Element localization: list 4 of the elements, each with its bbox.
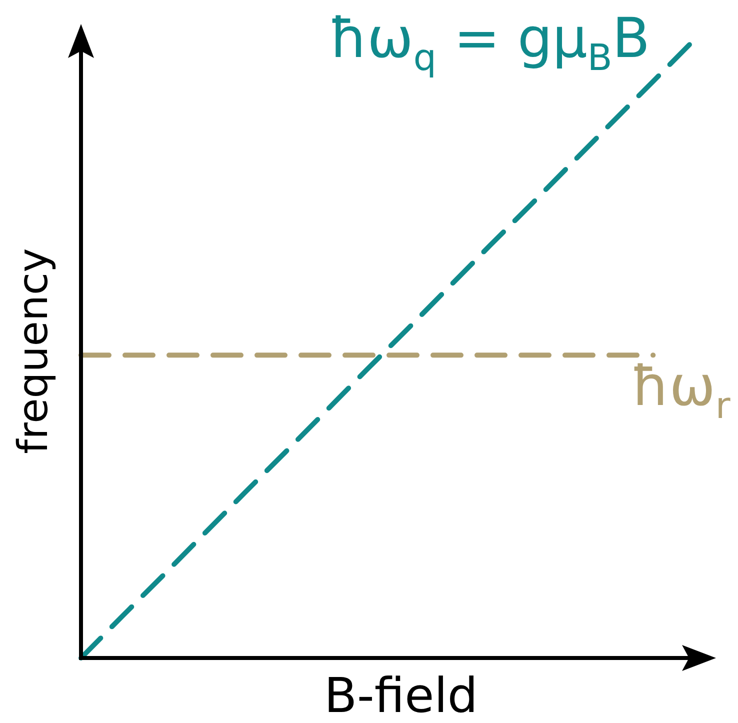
- y-axis-title: frequency: [9, 248, 57, 454]
- series-label: ħω$_{r}$: [631, 354, 730, 427]
- x-axis-title: B-field: [324, 668, 478, 723]
- series-label: ħω$_{q}$ = gμ$_{B}$B: [329, 6, 650, 79]
